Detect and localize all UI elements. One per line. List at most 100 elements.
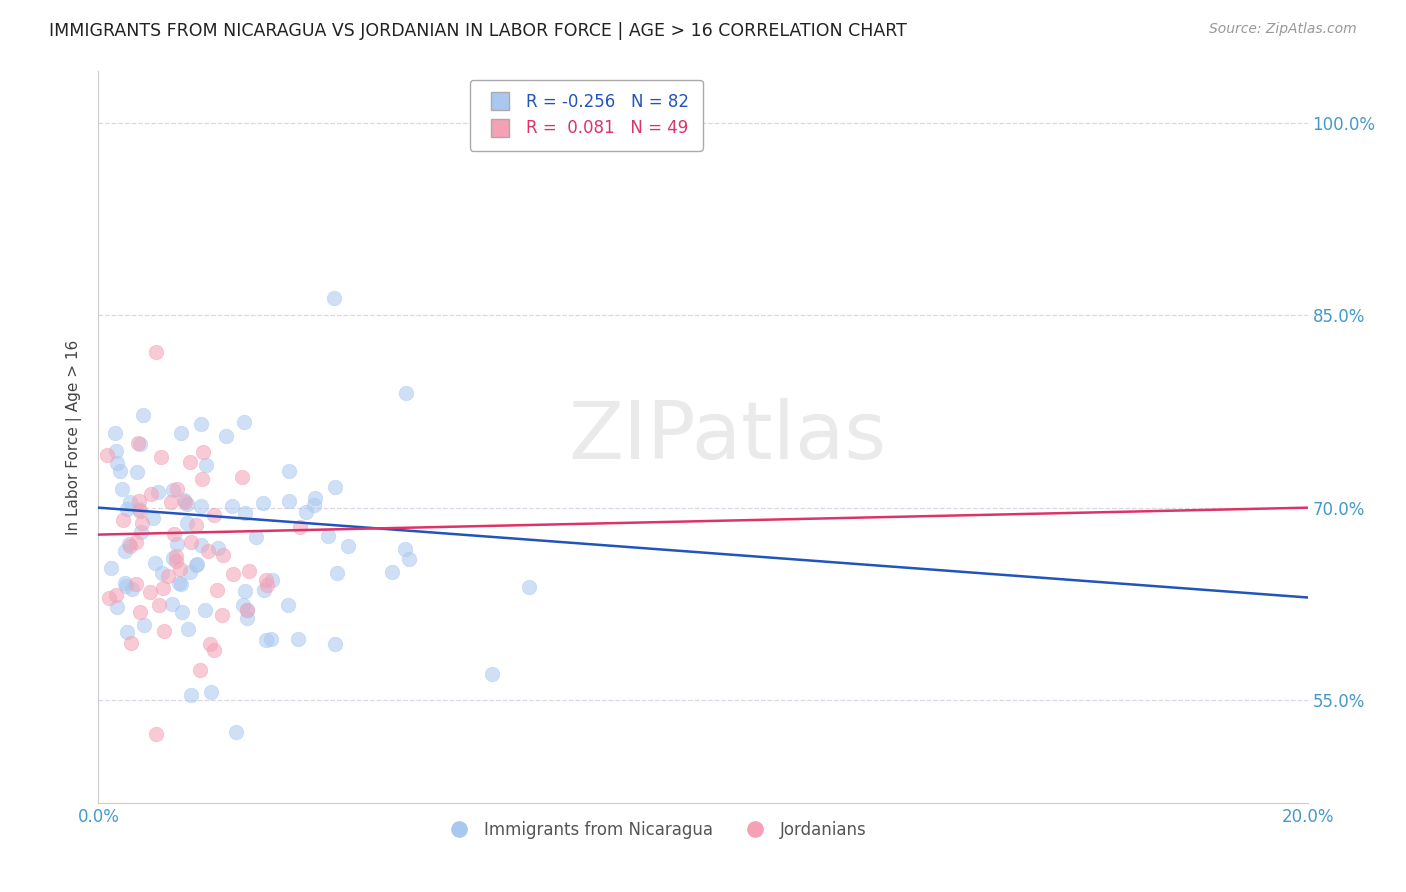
Point <box>517 581 540 595</box>
Point <box>162 483 184 497</box>
Point <box>110 482 132 496</box>
Point <box>148 599 170 613</box>
Point <box>277 464 299 478</box>
Point <box>120 540 142 554</box>
Point <box>221 499 243 513</box>
Point <box>127 465 149 479</box>
Point <box>394 542 416 557</box>
Point <box>394 386 416 401</box>
Point <box>215 429 238 443</box>
Point <box>173 495 195 509</box>
Point <box>222 567 245 582</box>
Point <box>166 537 188 551</box>
Point <box>184 558 207 572</box>
Point <box>233 583 256 598</box>
Point <box>179 455 201 469</box>
Point <box>260 632 283 647</box>
Point <box>252 496 274 510</box>
Point <box>481 666 503 681</box>
Point <box>304 491 326 505</box>
Point <box>176 516 198 530</box>
Point <box>121 582 143 596</box>
Point <box>262 573 284 587</box>
Point <box>302 498 325 512</box>
Point <box>132 409 155 423</box>
Point <box>165 554 187 568</box>
Point <box>232 415 254 429</box>
Point <box>98 591 121 605</box>
Point <box>110 464 132 478</box>
Point <box>278 493 301 508</box>
Point <box>190 417 212 431</box>
Point <box>131 524 153 539</box>
Point <box>120 635 142 649</box>
Point <box>186 558 208 572</box>
Point <box>134 618 156 632</box>
Point <box>253 583 276 598</box>
Point <box>129 504 152 518</box>
Point <box>169 562 191 576</box>
Point <box>180 534 202 549</box>
Point <box>104 444 127 458</box>
Point <box>211 608 233 623</box>
Point <box>277 599 299 613</box>
Point <box>125 576 148 591</box>
Point <box>254 633 277 648</box>
Point <box>236 603 259 617</box>
Point <box>125 534 148 549</box>
Point <box>145 727 167 741</box>
Point <box>231 470 253 484</box>
Point <box>104 588 127 602</box>
Point <box>150 566 173 580</box>
Point <box>254 573 277 587</box>
Point <box>184 518 207 533</box>
Point <box>233 506 256 520</box>
Point <box>160 494 183 508</box>
Point <box>323 637 346 651</box>
Point <box>205 583 228 598</box>
Point <box>139 585 162 599</box>
Point <box>194 603 217 617</box>
Point <box>323 291 346 305</box>
Point <box>115 502 138 516</box>
Point <box>200 685 222 699</box>
Y-axis label: In Labor Force | Age > 16: In Labor Force | Age > 16 <box>66 340 83 534</box>
Point <box>167 576 190 591</box>
Legend: Immigrants from Nicaragua, Jordanians: Immigrants from Nicaragua, Jordanians <box>436 814 873 846</box>
Point <box>129 437 152 451</box>
Point <box>142 510 165 524</box>
Point <box>152 624 174 639</box>
Point <box>212 548 235 562</box>
Point <box>225 724 247 739</box>
Point <box>207 541 229 556</box>
Point <box>100 561 122 575</box>
Point <box>190 663 212 677</box>
Point <box>323 480 346 494</box>
Point <box>325 566 347 581</box>
Text: Source: ZipAtlas.com: Source: ZipAtlas.com <box>1209 22 1357 37</box>
Point <box>170 426 193 441</box>
Point <box>165 549 187 563</box>
Point <box>118 537 141 551</box>
Text: ZIPatlas: ZIPatlas <box>568 398 886 476</box>
Point <box>236 611 259 625</box>
Point <box>115 625 138 640</box>
Point <box>381 565 404 579</box>
Point <box>145 556 167 570</box>
Point <box>256 577 278 591</box>
Point <box>170 606 193 620</box>
Point <box>160 597 183 611</box>
Point <box>163 527 186 541</box>
Point <box>146 484 169 499</box>
Point <box>127 436 149 450</box>
Point <box>193 445 215 459</box>
Point <box>131 516 153 530</box>
Point <box>190 499 212 513</box>
Point <box>141 487 163 501</box>
Point <box>190 538 212 552</box>
Point <box>156 569 179 583</box>
Point <box>194 458 217 473</box>
Point <box>236 603 259 617</box>
Point <box>295 505 318 519</box>
Point <box>105 456 128 470</box>
